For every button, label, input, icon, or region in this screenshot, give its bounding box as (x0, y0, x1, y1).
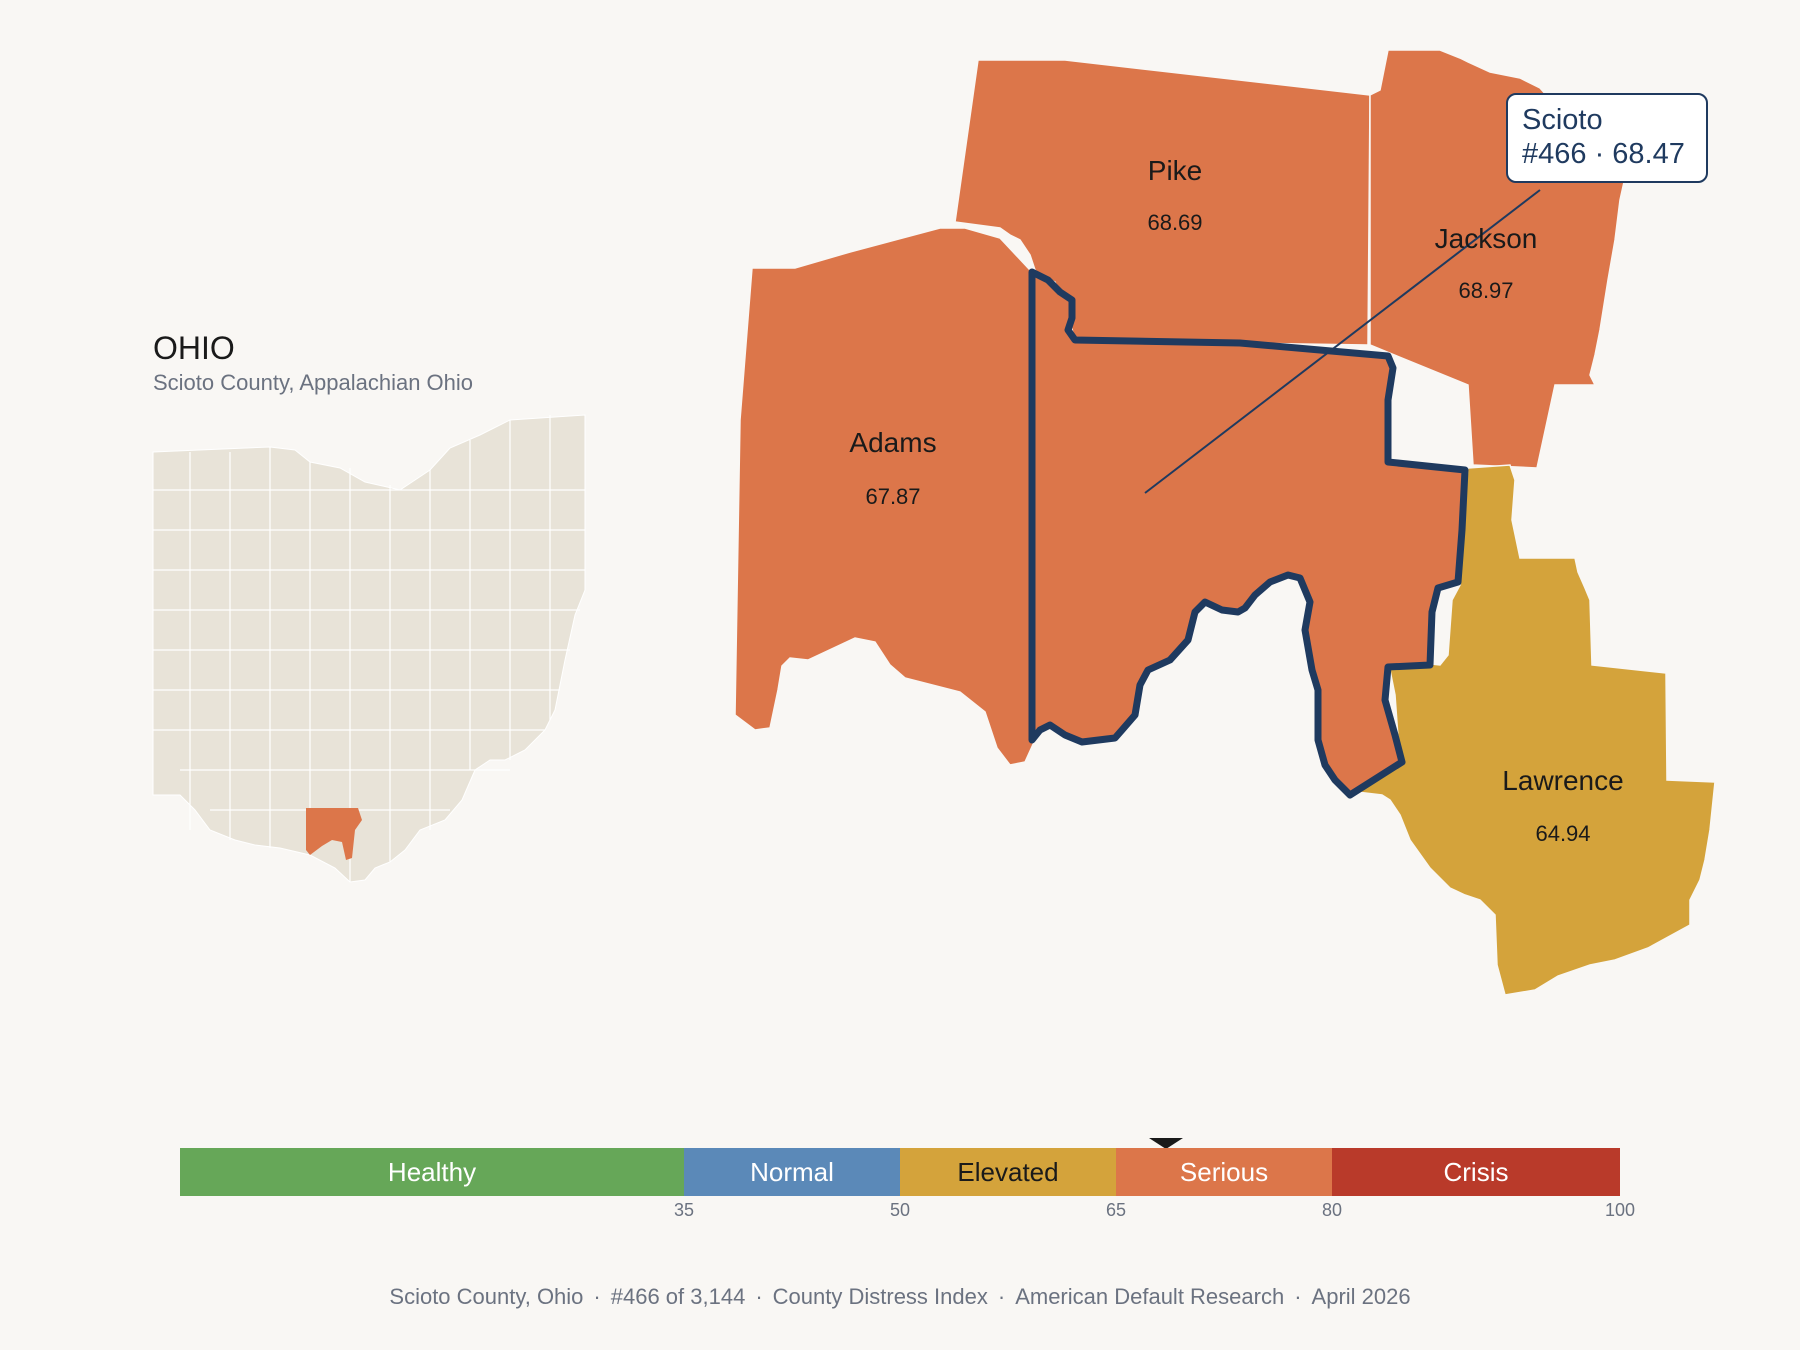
callout-name: Scioto (1522, 104, 1603, 136)
footer-separator: · (755, 1284, 763, 1309)
county-value-adams: 67.87 (865, 484, 920, 509)
scioto-callout: Scioto #466 · 68.47 (1506, 93, 1708, 183)
scale-segment-normal: Normal (684, 1148, 900, 1196)
county-pike[interactable] (954, 59, 1371, 346)
state-title: OHIO (153, 330, 235, 366)
footer-source: American Default Research (1015, 1284, 1285, 1309)
footer-rank: #466 of 3,144 (610, 1284, 746, 1309)
footer-separator: · (1294, 1284, 1302, 1309)
ohio-state-shape (152, 414, 586, 883)
county-value-pike: 68.69 (1147, 210, 1202, 235)
footer-separator: · (997, 1284, 1006, 1309)
state-subtitle: Scioto County, Appalachian Ohio (153, 370, 474, 395)
footer-separator: · (593, 1284, 601, 1309)
inset-county-lines (153, 415, 585, 882)
county-label-jackson: Jackson (1435, 223, 1538, 254)
scale-segment-healthy: Healthy (180, 1148, 684, 1196)
scale-tick-80: 80 (1321, 1200, 1343, 1220)
footer-index: County Distress Index (772, 1284, 988, 1309)
county-adams[interactable] (734, 227, 1036, 766)
ohio-inset-map (152, 414, 586, 883)
scale-tick-35: 35 (673, 1200, 695, 1220)
footer: Scioto County, Ohio · #466 of 3,144 · County… (0, 1284, 1800, 1310)
callout-rank-value: #466 · 68.47 (1522, 138, 1685, 170)
footer-date: April 2026 (1311, 1284, 1411, 1309)
scale-segment-elevated: Elevated (900, 1148, 1116, 1196)
footer-county: Scioto County, Ohio (389, 1284, 584, 1309)
county-value-jackson: 68.97 (1458, 278, 1513, 303)
county-value-lawrence: 64.94 (1535, 821, 1590, 846)
county-label-pike: Pike (1148, 155, 1202, 186)
callout-leader-line (1144, 189, 1541, 494)
scale-tick-100: 100 (1604, 1200, 1636, 1220)
county-label-lawrence: Lawrence (1502, 765, 1623, 796)
county-label-adams: Adams (849, 427, 936, 458)
scale-segment-crisis: Crisis (1332, 1148, 1620, 1196)
scale-tick-50: 50 (889, 1200, 911, 1220)
scale-tick-65: 65 (1105, 1200, 1127, 1220)
scale-segment-serious: Serious (1116, 1148, 1332, 1196)
county-scioto[interactable] (1028, 268, 1469, 799)
distress-scale-bar: Healthy Normal Elevated Serious Crisis (180, 1148, 1620, 1196)
score-marker (1148, 1138, 1183, 1149)
scioto-inset-highlight (306, 808, 362, 860)
